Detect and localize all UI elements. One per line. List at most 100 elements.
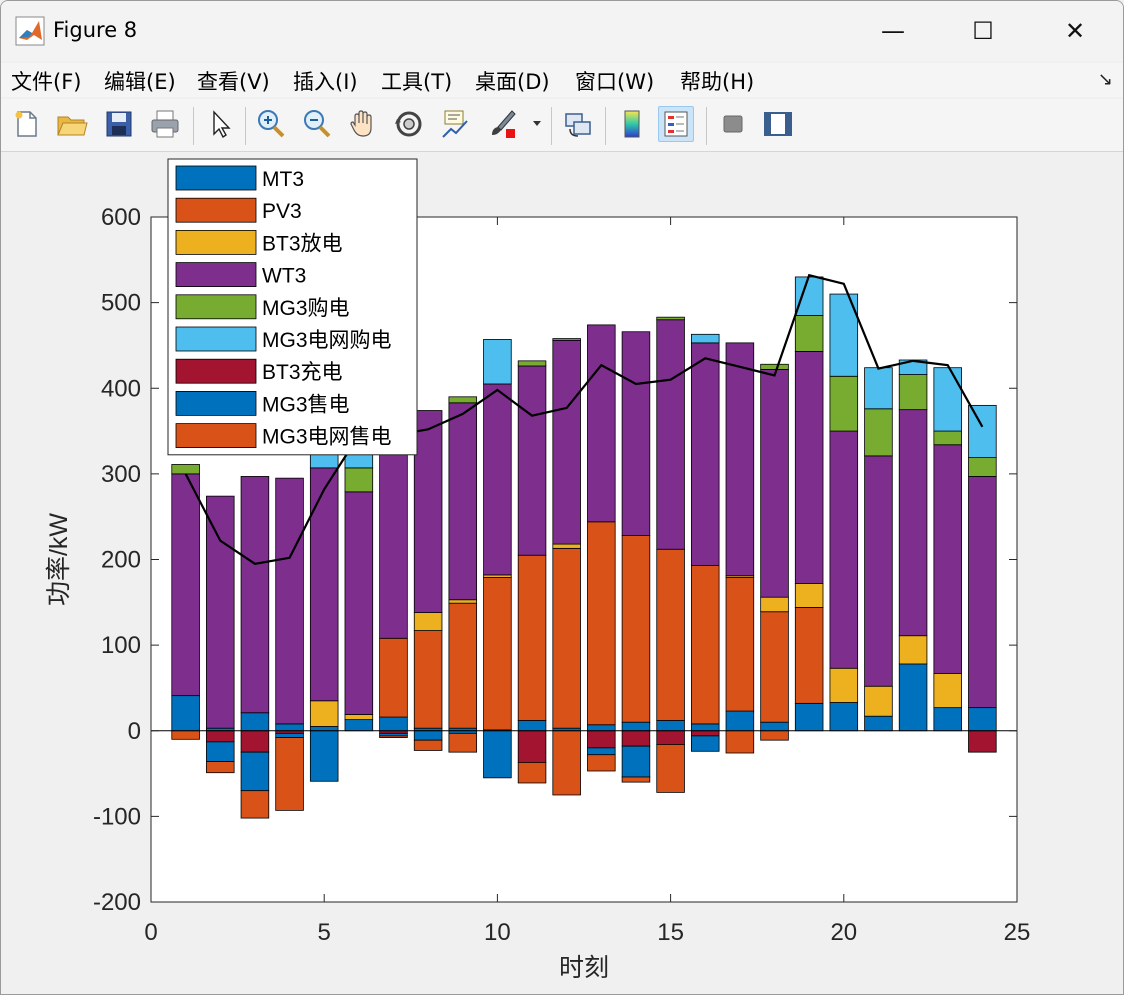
brush-dropdown-icon[interactable] [529, 107, 545, 141]
bar-segment [864, 455, 893, 687]
legend-label: MT3 [262, 168, 304, 191]
minimize-button[interactable]: — [881, 17, 905, 45]
rotate-3d-icon[interactable] [392, 107, 426, 141]
bar-segment [171, 730, 200, 740]
bar-segment [690, 342, 720, 566]
bar-segment [344, 467, 374, 493]
toolbar-separator [245, 107, 246, 145]
menu-insert[interactable]: 插入(I) [293, 70, 358, 94]
maximize-button[interactable]: ☐ [972, 17, 994, 45]
bar-segment [309, 726, 339, 732]
bar-segment [344, 453, 374, 469]
x-tick-label: 15 [657, 919, 684, 946]
bar-segment [309, 700, 339, 727]
bar-segment [968, 707, 997, 732]
bar-segment [690, 730, 720, 737]
bar-segment [933, 672, 962, 709]
bar-segment [413, 410, 443, 613]
zoom-out-icon[interactable] [300, 107, 334, 141]
bar-segment [587, 747, 616, 756]
y-tick-label: 0 [128, 718, 141, 745]
bar-segment [725, 710, 755, 732]
bar-segment [344, 719, 374, 732]
bar-segment [794, 276, 824, 316]
bar-segment [483, 383, 512, 576]
legend-swatch [175, 197, 257, 223]
bar-segment [275, 732, 304, 738]
bar-segment [760, 611, 789, 723]
bar-segment [968, 457, 997, 477]
menu-desktop[interactable]: 桌面(D) [475, 70, 550, 94]
brush-icon[interactable] [486, 107, 520, 141]
bar-segment [552, 338, 581, 341]
figure-canvas: 0 5 10 15 20 25 -200 -100 0 100 200 300 400 500 600 时刻 功… [1, 152, 1123, 994]
menu-tools[interactable]: 工具(T) [381, 70, 453, 94]
menu-file[interactable]: 文件(F) [11, 70, 82, 94]
stacked-bar-chart: 0 5 10 15 20 25 -200 -100 0 100 200 300 400 500 600 时刻 功… [45, 158, 1030, 982]
bar-segment [552, 339, 581, 545]
close-button[interactable]: ✕ [1064, 17, 1086, 45]
bar-segment [517, 762, 547, 784]
menu-help[interactable]: 帮助(H) [680, 70, 755, 94]
title-bar: Figure 8 — ☐ ✕ [1, 1, 1123, 61]
legend-label: BT3放电 [262, 232, 343, 255]
hide-plot-tools-icon[interactable] [716, 107, 750, 141]
link-plot-icon[interactable] [561, 107, 595, 141]
bar-segment [587, 324, 616, 523]
bar-segment [587, 724, 616, 732]
pointer-icon[interactable] [204, 107, 238, 141]
bar-segment [171, 473, 200, 697]
bar-segment [206, 495, 235, 729]
colorbar-icon[interactable] [615, 107, 649, 141]
bar-segment [621, 331, 651, 536]
zoom-in-icon[interactable] [254, 107, 288, 141]
bar-segment [448, 599, 478, 604]
bar-segment [483, 577, 512, 731]
legend-icon[interactable] [658, 106, 694, 142]
new-file-icon[interactable] [9, 107, 43, 141]
toolbar-separator [551, 107, 552, 145]
toolbar-separator [706, 107, 707, 145]
bar-segment [968, 730, 997, 753]
bar-segment [379, 735, 408, 739]
bar-segment [760, 369, 789, 598]
bar-segment [690, 333, 720, 344]
bar-segment [379, 716, 408, 732]
legend-label: MG3购电 [262, 297, 350, 320]
save-icon[interactable] [102, 107, 136, 141]
show-plot-tools-icon[interactable] [761, 107, 795, 141]
bar-segment [656, 316, 685, 321]
bar-segment [413, 730, 443, 741]
bar-segment [517, 720, 547, 732]
open-folder-icon[interactable] [55, 107, 89, 141]
bar-segment [344, 714, 374, 721]
legend-swatch [175, 423, 257, 449]
pan-icon[interactable] [346, 107, 380, 141]
legend-label: PV3 [262, 200, 302, 223]
print-icon[interactable] [148, 107, 182, 141]
bar-segment [968, 476, 997, 709]
bar-segment [933, 430, 962, 446]
bar-segment [656, 319, 685, 550]
bar-segment [690, 565, 720, 725]
bar-segment [552, 543, 581, 549]
data-cursor-icon[interactable] [438, 107, 472, 141]
x-tick-label: 10 [484, 919, 511, 946]
bar-segment [656, 548, 685, 721]
bar-segment [864, 715, 893, 732]
menu-edit[interactable]: 编辑(E) [104, 70, 176, 94]
bar-segment [309, 730, 339, 782]
bar-segment [448, 402, 478, 601]
bar-segment [240, 712, 270, 732]
bar-segment [517, 365, 547, 556]
menu-window[interactable]: 窗口(W) [575, 70, 655, 94]
bar-segment [968, 404, 997, 459]
bar-segment [760, 721, 789, 732]
menu-bar: 文件(F) 编辑(E) 查看(V) 插入(I) 工具(T) 桌面(D) 窗口(W… [1, 63, 1123, 97]
menu-view[interactable]: 查看(V) [197, 70, 270, 94]
legend-swatch [175, 358, 257, 384]
dock-arrow-icon[interactable]: ↘ [1097, 69, 1113, 90]
bar-segment [171, 464, 200, 475]
bar-segment [240, 751, 270, 792]
bar-segment [898, 635, 928, 665]
